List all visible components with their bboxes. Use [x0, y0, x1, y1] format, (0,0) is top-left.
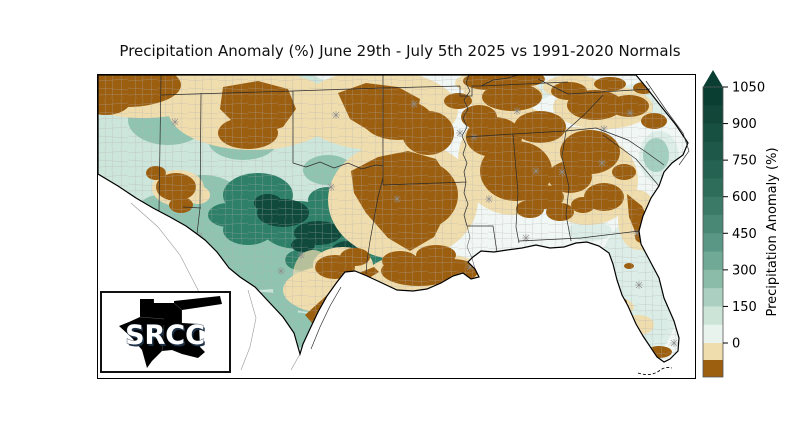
colorbar-tick-label: 150 [732, 300, 757, 315]
colorbar-tick-label: 600 [732, 190, 757, 205]
colorbar-tick-label: 1050 [732, 81, 765, 96]
srcc-logo-text: SRCC [125, 320, 205, 351]
colorbar-band [703, 178, 723, 197]
colorbar-band [703, 270, 723, 289]
colorbar-axis-label: Precipitation Anomaly (%) [765, 147, 780, 316]
colorbar-tick-label: 750 [732, 154, 757, 169]
colorbar-tick-label: 300 [732, 263, 757, 278]
colorbar-band [703, 160, 723, 179]
florida-keys [638, 367, 672, 374]
colorbar-band [703, 215, 723, 234]
colorbar-band [703, 142, 723, 161]
srcc-logo-svg: SRCC SRCC [102, 293, 229, 371]
colorbar-band [703, 343, 723, 360]
page-title: Precipitation Anomaly (%) June 29th - Ju… [0, 42, 800, 60]
colorbar-band [703, 124, 723, 143]
colorbar-band [703, 105, 723, 124]
colorbar-band [703, 306, 723, 325]
colorbar-band [703, 252, 723, 271]
colorbar-arrow [703, 70, 723, 87]
colorbar-band [703, 325, 723, 344]
srcc-logo-box: SRCC SRCC [100, 291, 231, 373]
colorbar-band [703, 197, 723, 216]
colorbar-bands [703, 87, 723, 377]
colorbar-band [703, 360, 723, 377]
colorbar-ticks: 0 150 300 450 600 750 900 1050 [723, 81, 765, 352]
colorbar-tick-label: 900 [732, 117, 757, 132]
colorbar-tick-label: 0 [732, 337, 740, 352]
colorbar-band [703, 288, 723, 307]
colorbar-band [703, 87, 723, 106]
colorbar-tick-label: 450 [732, 227, 757, 242]
colorbar-band [703, 233, 723, 252]
colorbar: 0 150 300 450 600 750 900 1050 Precipitation An… [700, 68, 800, 384]
